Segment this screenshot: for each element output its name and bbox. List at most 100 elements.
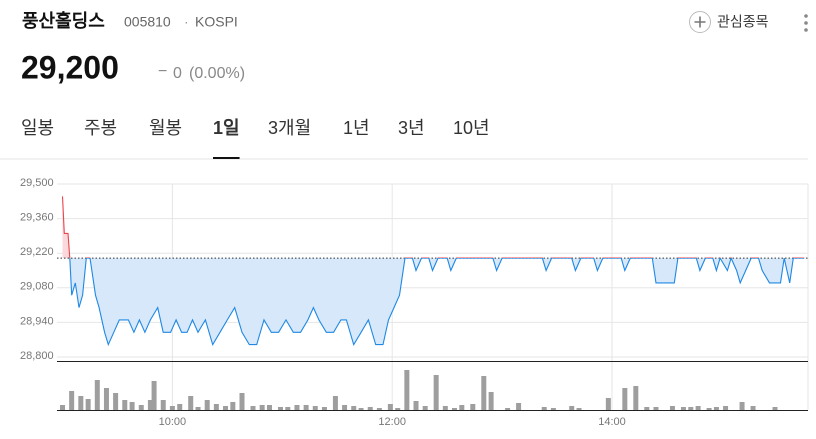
volume-bar (239, 393, 245, 410)
stock-code: 005810 (124, 14, 171, 30)
volume-bar (481, 376, 487, 410)
volume-bar (358, 408, 364, 410)
y-tick-label: 29,220 (20, 246, 54, 258)
volume-bar (505, 408, 511, 410)
x-tick-label: 12:00 (378, 416, 406, 428)
change-sign: − (158, 63, 167, 80)
plus-icon (689, 11, 711, 33)
volume-bar (59, 405, 65, 410)
volume-bar (550, 408, 556, 410)
volume-bar (459, 405, 465, 410)
volume-bar (644, 407, 650, 410)
volume-bar (285, 407, 291, 410)
volume-bar (259, 405, 265, 410)
volume-bar (266, 405, 272, 410)
volume-bar (605, 398, 611, 410)
dot (804, 21, 808, 25)
volume-bar (541, 407, 547, 410)
price-area (62, 196, 805, 345)
tab[interactable]: 3개월 (268, 118, 311, 138)
volume-bar (688, 407, 694, 410)
tab-bar: 일봉 주봉 월봉 1일 3개월 1년 3년 10년 (21, 118, 490, 159)
volume-bar (653, 407, 659, 410)
tab[interactable]: 일봉 (21, 118, 54, 138)
volume-bar (113, 393, 119, 410)
volume-bar (169, 406, 175, 410)
volume-bar (312, 406, 318, 410)
volume-bar (706, 408, 712, 410)
dot (804, 28, 808, 32)
volume-bar (69, 391, 75, 410)
volume-bar (213, 404, 219, 410)
volume-bar (303, 405, 309, 410)
watch-button[interactable]: 관심종목 (689, 11, 769, 33)
volume-bar (488, 392, 494, 410)
chart: 29,500 29,360 29,220 29,080 28,940 28,800 10:0… (20, 177, 809, 428)
volume-bar (129, 402, 135, 410)
volume-bar (772, 407, 778, 410)
watch-label: 관심종목 (717, 14, 769, 30)
tab[interactable]: 주봉 (84, 118, 117, 138)
volume-bar (321, 407, 327, 410)
dot (804, 14, 808, 18)
volume-bar (188, 396, 194, 410)
volume-bar (147, 400, 153, 410)
tab[interactable]: 1일 (213, 118, 240, 138)
tab[interactable]: 3년 (398, 118, 425, 138)
volume-bar (516, 403, 522, 410)
volume-bar (160, 400, 166, 410)
x-tick-label: 10:00 (159, 416, 187, 428)
volume-bar (669, 406, 675, 410)
volume-bar (442, 406, 448, 410)
plus-sign (694, 16, 706, 28)
volume-bar (695, 406, 701, 410)
volume-bar (404, 370, 410, 410)
y-tick-label: 28,800 (20, 350, 54, 362)
volume-bar (195, 407, 201, 410)
volume-bar (750, 406, 756, 410)
volume-bar (294, 405, 300, 410)
volume-bar (387, 404, 393, 410)
volume-bar (413, 401, 419, 410)
volume-bar (422, 406, 428, 410)
stock-name: 풍산홀딩스 (22, 10, 105, 31)
volume-bar (351, 406, 357, 410)
volume-bar (569, 406, 575, 410)
volume-bar (739, 402, 745, 410)
price-line (61, 196, 805, 347)
x-tick-label: 14:00 (598, 416, 626, 428)
volume-bar (223, 406, 229, 410)
y-tick-label: 29,500 (20, 177, 54, 189)
volume-bar (177, 404, 183, 410)
more-menu[interactable] (804, 14, 808, 32)
separator: · (184, 14, 189, 30)
active-tab-underline (213, 157, 240, 159)
volume-bar (138, 405, 144, 410)
volume-bar (376, 408, 382, 410)
volume-bar (723, 406, 729, 410)
change: 0 (173, 65, 182, 82)
volume-bar (470, 404, 476, 410)
tab[interactable]: 1년 (343, 118, 370, 138)
y-tick-label: 29,080 (20, 281, 54, 293)
volume-bar (332, 396, 338, 410)
volume-bar (367, 407, 373, 410)
volume-bar (151, 381, 157, 410)
volume-bar (250, 406, 256, 410)
volume-bar (78, 396, 84, 410)
volume-bar (633, 386, 639, 410)
volume-bar (622, 388, 628, 410)
volume-bar (85, 399, 91, 410)
volume-bar (451, 408, 457, 410)
volume-bar (576, 408, 582, 410)
volume-bar (342, 405, 348, 410)
market: KOSPI (195, 14, 238, 30)
tab[interactable]: 10년 (453, 118, 490, 138)
change-pct: (0.00%) (189, 65, 245, 82)
volume-bar (122, 400, 128, 410)
volume-bar (433, 375, 439, 410)
tab[interactable]: 월봉 (149, 118, 182, 138)
volume-bar (395, 408, 401, 410)
